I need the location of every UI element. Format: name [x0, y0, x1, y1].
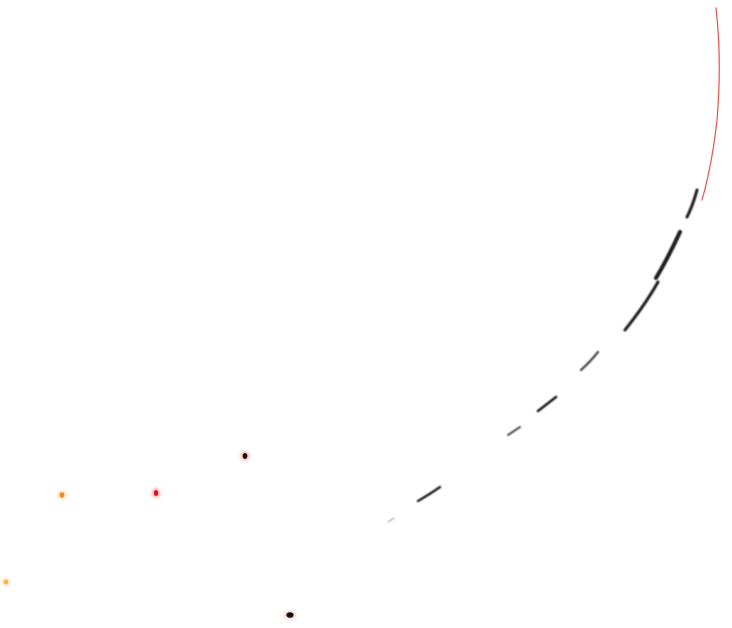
arc-segment-7 — [416, 485, 442, 503]
spot-orange — [57, 490, 67, 500]
arc-segment-2 — [654, 230, 682, 280]
spot-black-lower — [284, 610, 296, 620]
arc-segment-5 — [536, 395, 558, 413]
spot-black-upper — [240, 451, 250, 461]
arc-segment-1 — [685, 188, 699, 219]
arc-segment-6 — [507, 426, 521, 436]
arc-segment-3 — [623, 280, 660, 332]
spot-light-orange — [2, 578, 10, 586]
arc-segment-red — [701, 7, 720, 201]
spot-red — [151, 488, 161, 498]
arc-segment-8 — [387, 517, 395, 523]
arc-segment-4 — [579, 350, 600, 372]
